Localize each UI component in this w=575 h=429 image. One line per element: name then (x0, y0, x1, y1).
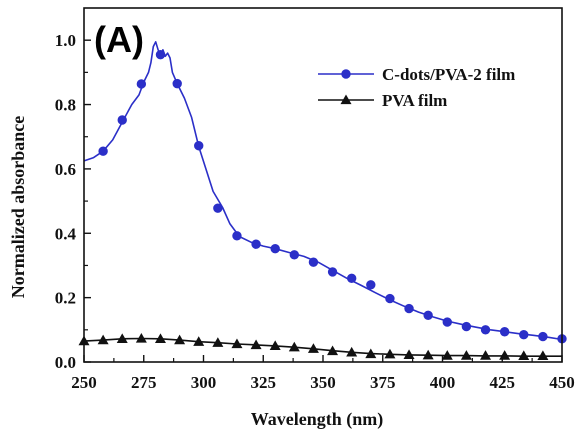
data-point (251, 239, 261, 249)
data-point (172, 78, 182, 89)
data-point (117, 115, 127, 125)
legend-label: C-dots/PVA-2 film (382, 65, 515, 84)
data-point (269, 340, 281, 351)
data-point (193, 336, 205, 346)
data-point (174, 334, 186, 345)
data-point (212, 337, 224, 347)
data-point (366, 280, 376, 290)
data-point (270, 244, 280, 254)
x-tick-label: 450 (549, 373, 575, 392)
y-tick-label: 0.8 (55, 96, 76, 115)
legend-marker (341, 69, 351, 79)
data-point (480, 325, 491, 335)
data-point (461, 321, 472, 332)
y-axis-title: Normalized absorbance (8, 116, 28, 298)
data-point (288, 341, 300, 352)
data-point (441, 350, 453, 360)
axes-layer: 250 275 300 325 350 375 400 425 450 0.0 0.2 0.4 0.6 0… (55, 7, 575, 392)
panel-label: (A) (94, 19, 144, 60)
data-point (385, 293, 395, 304)
series-line (83, 41, 563, 341)
plot-frame (83, 7, 563, 363)
data-point (346, 273, 357, 284)
y-tick-label: 1.0 (55, 31, 76, 50)
data-point (194, 141, 204, 151)
data-point (346, 346, 358, 357)
x-axis-title: Wavelength (nm) (251, 409, 384, 429)
data-point (365, 348, 377, 359)
data-point (384, 348, 396, 359)
data-point (442, 317, 452, 327)
series-pva-film (78, 333, 562, 361)
data-point (154, 333, 166, 343)
data-point (518, 350, 530, 361)
data-point (327, 267, 338, 277)
data-point (519, 329, 529, 340)
data-point (538, 331, 548, 342)
data-point (480, 350, 492, 360)
data-point (422, 349, 434, 360)
data-point (135, 333, 147, 343)
data-point (97, 334, 109, 345)
data-point (307, 343, 319, 353)
data-point (308, 257, 319, 267)
data-point (499, 350, 511, 360)
series-cdots-pva-2-film (83, 41, 567, 344)
data-point (403, 349, 415, 360)
x-tick-label: 375 (370, 373, 396, 392)
x-tick-label: 400 (430, 373, 456, 392)
series-layer (78, 41, 567, 361)
y-tick-label: 0.4 (55, 224, 77, 243)
y-tick-label: 0.2 (55, 289, 76, 308)
data-point (116, 333, 128, 343)
x-tick-label: 275 (131, 373, 157, 392)
data-point (327, 345, 339, 356)
data-point (460, 350, 472, 360)
legend: C-dots/PVA-2 film PVA film (318, 65, 515, 110)
data-point (537, 350, 549, 361)
data-point (404, 303, 414, 314)
data-point (136, 79, 147, 89)
data-point (231, 338, 243, 349)
series-line (83, 337, 562, 357)
data-point (232, 231, 242, 241)
x-tick-label: 350 (310, 373, 336, 392)
data-point (499, 327, 510, 337)
x-tick-label: 250 (71, 373, 97, 392)
legend-marker (340, 94, 352, 105)
y-tick-label: 0.0 (55, 353, 76, 372)
data-point (155, 49, 166, 60)
x-tick-label: 425 (490, 373, 516, 392)
legend-label: PVA film (382, 91, 447, 110)
data-point (98, 146, 108, 156)
data-point (213, 203, 223, 213)
x-tick-label: 300 (191, 373, 217, 392)
x-tick-label: 325 (251, 373, 277, 392)
data-point (289, 250, 300, 260)
data-point (423, 310, 433, 321)
data-point (250, 339, 262, 350)
y-tick-label: 0.6 (55, 160, 76, 179)
